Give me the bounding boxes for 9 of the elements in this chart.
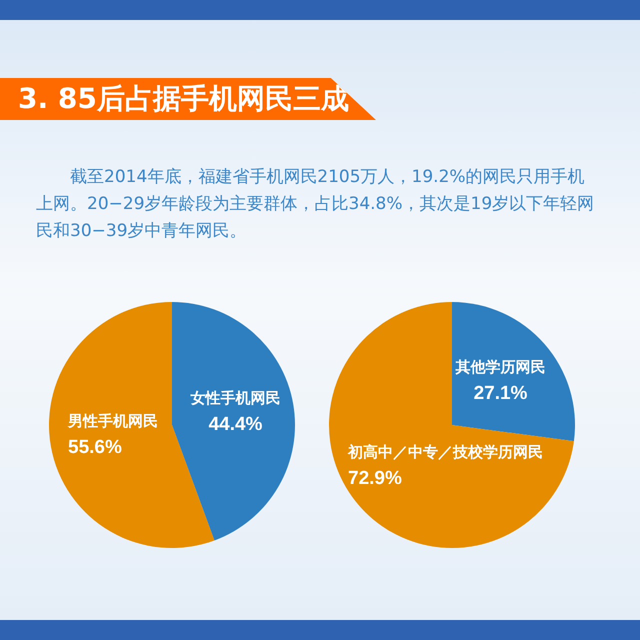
slice-label: 男性手机网民 bbox=[67, 412, 158, 430]
slice-label: 女性手机网民 bbox=[190, 390, 281, 408]
data-label: 72.9% bbox=[348, 468, 402, 489]
data-label: 27.1% bbox=[474, 383, 528, 404]
data-label: 55.6% bbox=[68, 436, 122, 458]
data-label: 44.4% bbox=[208, 414, 263, 436]
slice-label: 初高中／中专／技校学历网民 bbox=[347, 443, 543, 461]
slice-label: 其他学历网民 bbox=[454, 359, 546, 376]
chart-subtitle: 截至2014年底，福建省手机网民2105万人，19.2%的网民只用手机上网。20−29岁年龄段为主要群体，占比34.8%，其次是19岁以下年轻网民和30−39岁中青年网民。 bbox=[36, 166, 596, 243]
